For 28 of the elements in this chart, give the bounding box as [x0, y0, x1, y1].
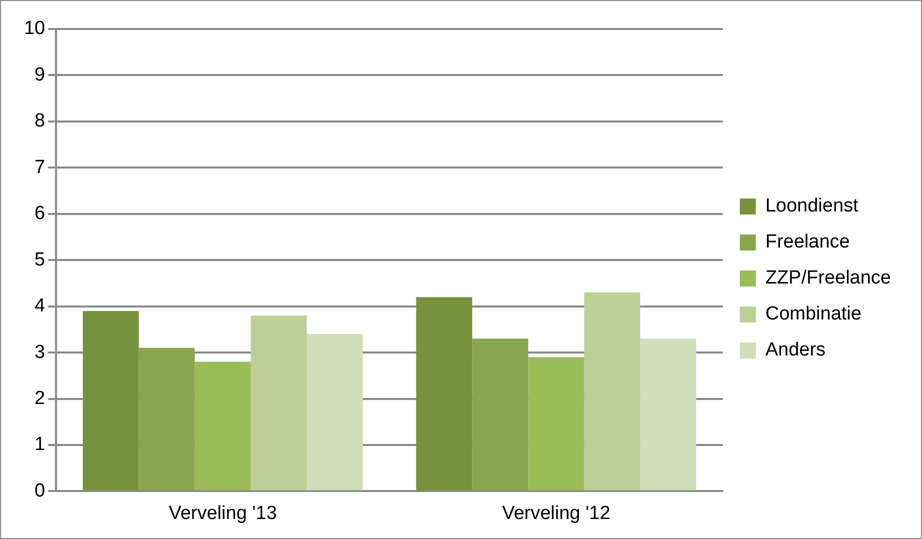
y-tick-label: 1: [34, 434, 46, 456]
y-tick-label: 7: [34, 156, 46, 178]
y-tick-label: 5: [34, 249, 46, 270]
bar: [472, 338, 528, 490]
legend-label: ZZP/Freelance: [765, 268, 892, 289]
bar: [416, 297, 472, 490]
legend-label: Loondienst: [765, 196, 860, 217]
bar: [82, 310, 139, 490]
bar: [528, 357, 584, 490]
bar: [640, 338, 696, 490]
x-tick-label: Verveling '12: [502, 502, 610, 524]
bar: [138, 348, 195, 490]
y-tick-label: 8: [34, 110, 46, 132]
y-tick-label: 0: [34, 480, 46, 502]
y-tick-label: 2: [34, 388, 46, 409]
legend-label: Freelance: [765, 232, 850, 253]
bar: [584, 292, 640, 490]
y-tick-label: 3: [34, 342, 46, 363]
y-tick-label: 6: [34, 203, 46, 224]
bar: [250, 316, 307, 490]
bar: [194, 362, 251, 490]
y-tick-label: 4: [34, 296, 46, 317]
legend-label: Anders: [765, 340, 826, 361]
bar: [306, 334, 363, 490]
legend-label: Combinatie: [765, 304, 862, 325]
y-tick-label: 10: [24, 18, 46, 40]
x-tick-label: Verveling '13: [168, 502, 277, 524]
y-tick-label: 9: [34, 64, 46, 86]
